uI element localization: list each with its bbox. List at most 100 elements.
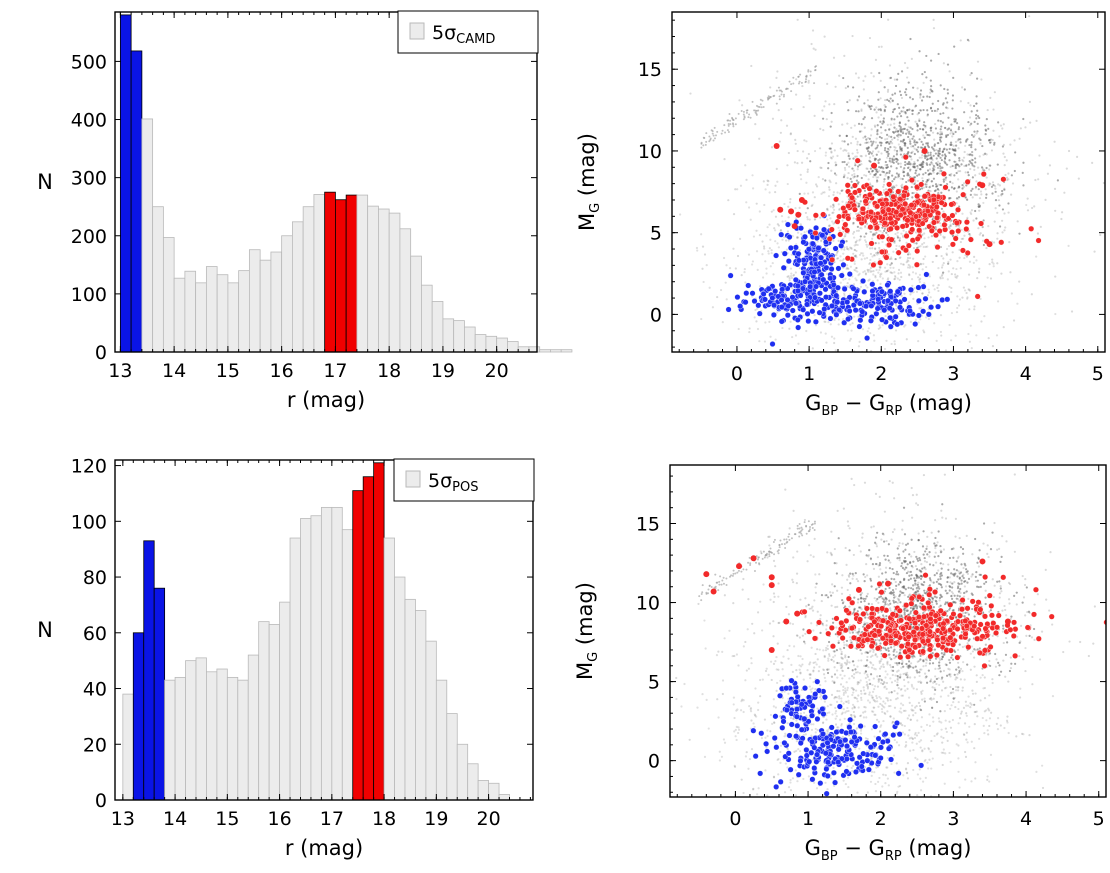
field-star [848,99,851,102]
field-star [949,180,952,183]
field-star [837,257,840,260]
field-star [744,281,747,284]
field-star [1020,732,1024,735]
white-dwarf-point [732,123,735,126]
blue-star-point [838,272,845,279]
field-star [722,256,726,260]
field-star [879,326,882,329]
field-star [838,208,841,211]
field-star [867,170,871,173]
field-star [1002,143,1005,146]
field-star [912,165,915,168]
histogram-bar [195,657,207,801]
field-star [875,268,878,272]
field-star [768,223,771,226]
field-star [926,95,929,98]
field-star [999,584,1002,588]
field-star [900,96,904,100]
field-star [854,696,857,699]
blue-star-point [834,299,841,306]
field-star [808,607,811,610]
field-star [769,335,772,338]
field-star [855,212,858,216]
field-star [962,286,965,289]
field-star [894,176,897,179]
field-star [790,222,793,225]
field-star [914,584,917,587]
field-star [909,265,912,268]
field-star [877,575,880,578]
white-dwarf-point [807,70,810,73]
field-star [921,143,925,146]
histogram-bar [352,490,364,801]
x-axis-label: r (mag) [287,388,365,412]
blue-star-point [772,288,779,295]
histogram-bar [485,335,498,353]
field-star [899,262,903,265]
field-star [882,167,885,170]
blue-star-point [771,302,778,309]
field-star [975,680,978,683]
field-star [974,193,977,197]
field-star [923,241,926,245]
field-star [870,104,873,108]
field-star [900,186,904,189]
field-star [843,661,847,664]
field-star [846,520,849,523]
field-star [957,661,960,664]
blue-star-point [797,292,804,299]
field-star [917,701,921,704]
field-star [909,320,912,323]
field-star [922,186,925,189]
field-star [991,138,994,142]
field-star [894,329,898,332]
y-tick-label: 100 [71,511,107,533]
field-star [847,267,850,271]
field-star [911,109,914,112]
field-star [840,189,843,192]
field-star [924,183,927,186]
field-star [836,689,839,693]
field-star [949,165,952,168]
field-star [932,27,936,30]
field-star [905,88,908,91]
field-star [933,138,936,141]
red-star-point [921,193,928,200]
field-star [910,385,912,387]
field-star [789,198,792,201]
white-dwarf-point [745,111,748,114]
field-star [870,152,873,155]
field-star [848,661,851,664]
field-star [907,135,910,139]
field-star [846,578,849,581]
field-star [935,109,939,113]
field-star [797,342,800,345]
field-star [824,151,828,154]
field-star [881,277,884,280]
field-star [891,530,895,534]
field-star [1022,658,1025,661]
field-star [922,301,925,305]
field-star [851,167,854,170]
field-star [976,60,980,63]
field-star [972,219,975,222]
blue-star-point [795,250,802,257]
field-star [874,276,877,279]
field-star [997,194,1000,198]
field-star [857,204,861,207]
field-star [859,689,863,693]
red-star-point [820,211,827,218]
field-star [732,602,735,605]
field-star [880,679,884,682]
field-star [870,230,873,234]
histogram-bar [292,221,304,353]
field-star [877,176,880,179]
field-star [884,270,887,273]
field-star [845,134,848,138]
field-star [889,266,892,269]
field-star [937,667,940,670]
field-star [1054,209,1057,212]
field-star [840,652,843,656]
field-star [825,118,828,121]
white-dwarf-point [702,136,705,139]
